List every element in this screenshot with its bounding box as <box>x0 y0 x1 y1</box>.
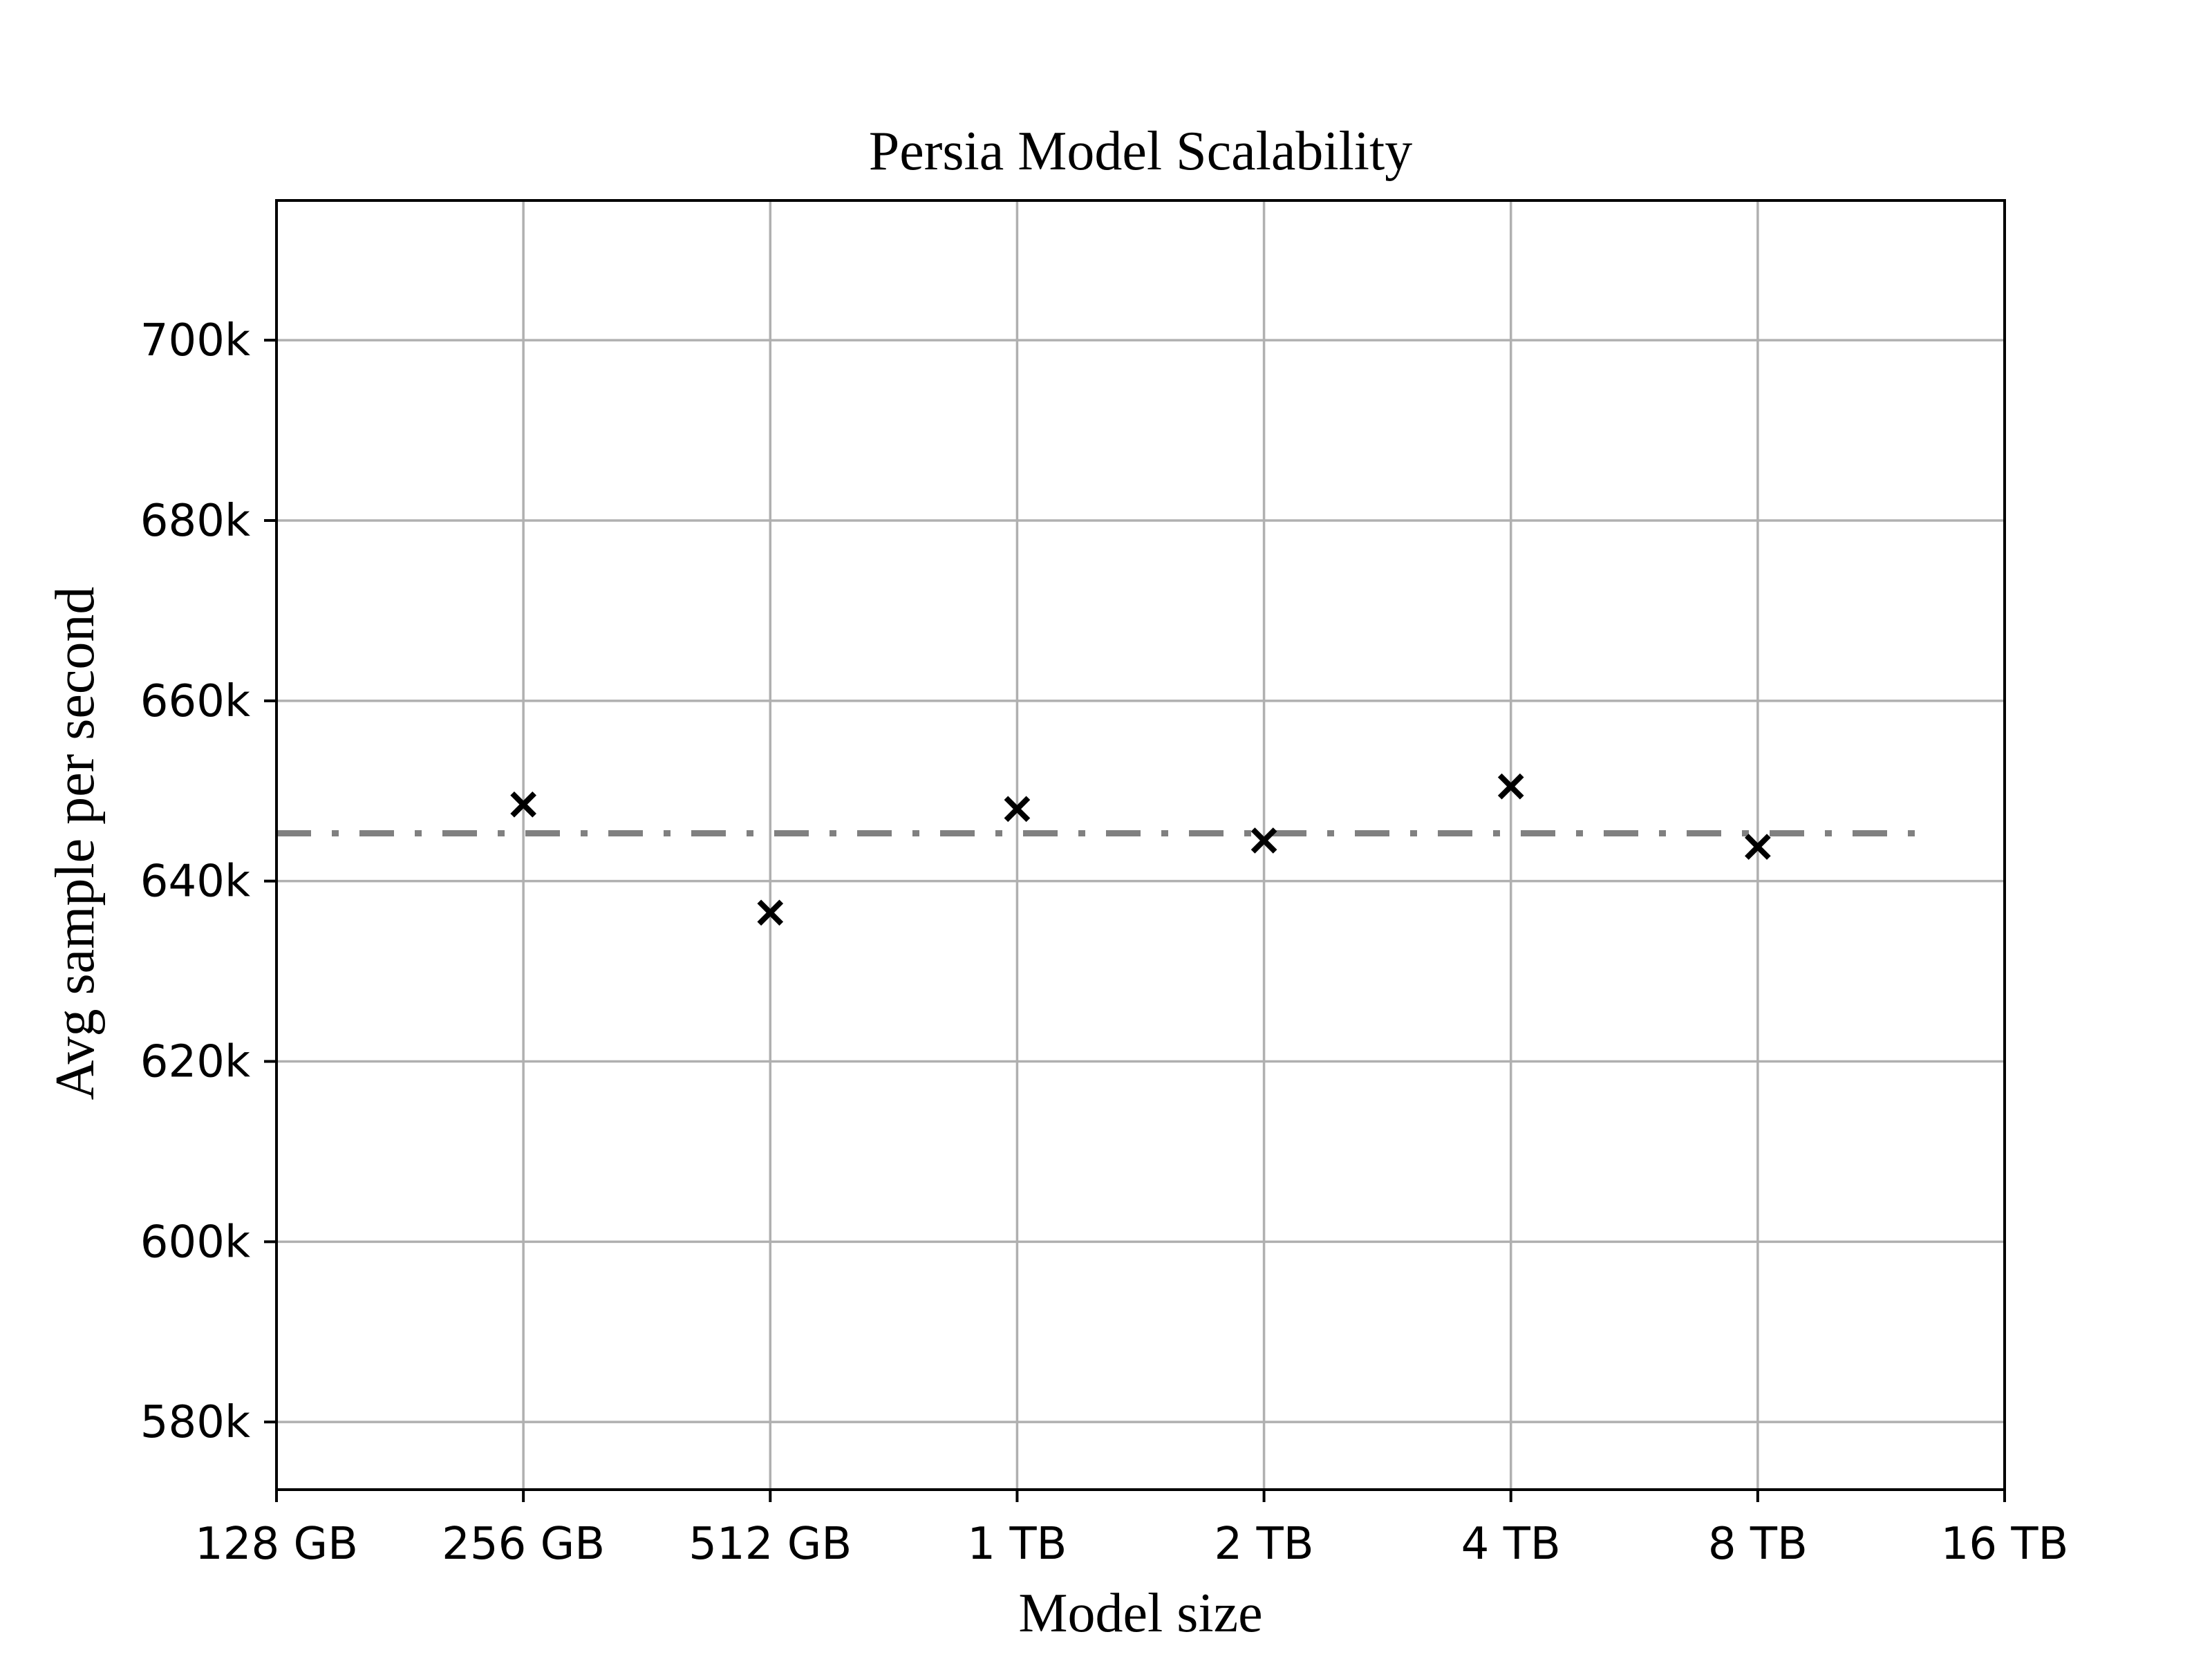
marker-stroke <box>1745 834 1771 860</box>
x-tick-label: 16 TB <box>1941 1519 2069 1570</box>
x-tick-label: 512 GB <box>688 1519 852 1570</box>
y-tick-label: 600k <box>140 1217 250 1268</box>
marker-stroke <box>757 899 784 926</box>
marker-stroke <box>1004 796 1031 823</box>
data-point <box>1250 827 1277 854</box>
x-tick-label: 2 TB <box>1215 1519 1314 1570</box>
y-tick-label: 640k <box>140 856 250 908</box>
y-tick-label: 580k <box>140 1397 250 1448</box>
data-point <box>757 899 784 926</box>
y-tick-label: 620k <box>140 1037 250 1088</box>
marker-stroke <box>1250 827 1277 854</box>
plot-frame <box>275 199 2006 1491</box>
x-axis-label: Model size <box>1018 1583 1262 1644</box>
x-tick-label: 128 GB <box>195 1519 358 1570</box>
x-tick-label: 1 TB <box>967 1519 1067 1570</box>
data-points <box>510 773 1771 926</box>
x-tick-labels: 128 GB 256 GB 512 GB 1 TB 2 TB 4 TB 8 TB 16 TB <box>195 1519 2068 1570</box>
y-tick-label: 700k <box>140 315 250 366</box>
data-point <box>510 791 536 818</box>
x-tick-label: 256 GB <box>442 1519 605 1570</box>
marker-stroke <box>510 791 536 818</box>
y-axis-label: Avg sample per second <box>45 587 106 1100</box>
tick-marks <box>264 339 2006 1502</box>
data-point <box>1497 773 1524 800</box>
chart-title: Persia Model Scalability <box>869 121 1413 182</box>
x-tick-label: 8 TB <box>1708 1519 1808 1570</box>
grid <box>275 200 2006 1490</box>
y-tick-label: 680k <box>140 496 250 547</box>
marker-stroke <box>1497 773 1524 800</box>
data-point <box>1004 796 1031 823</box>
y-tick-label: 660k <box>140 676 250 727</box>
x-tick-label: 4 TB <box>1461 1519 1561 1570</box>
data-point <box>1745 834 1771 860</box>
y-tick-labels: 580k 600k 620k 640k 660k 680k 700k <box>140 315 250 1448</box>
